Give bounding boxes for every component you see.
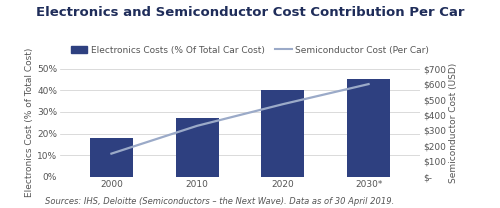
Text: Electronics and Semiconductor Cost Contribution Per Car: Electronics and Semiconductor Cost Contr… <box>36 6 464 19</box>
Y-axis label: Electronics Cost (% of Total Cost): Electronics Cost (% of Total Cost) <box>26 48 35 197</box>
Bar <box>262 90 304 177</box>
Text: Sources: IHS, Deloitte (Semiconductors – the Next Wave). Data as of 30 April 201: Sources: IHS, Deloitte (Semiconductors –… <box>45 197 394 206</box>
Bar <box>347 79 390 177</box>
Legend: Electronics Costs (% Of Total Car Cost), Semiconductor Cost (Per Car): Electronics Costs (% Of Total Car Cost),… <box>67 42 433 58</box>
Y-axis label: Semiconductor Cost (USD): Semiconductor Cost (USD) <box>448 63 458 183</box>
Bar <box>90 138 133 177</box>
Bar <box>176 118 218 177</box>
